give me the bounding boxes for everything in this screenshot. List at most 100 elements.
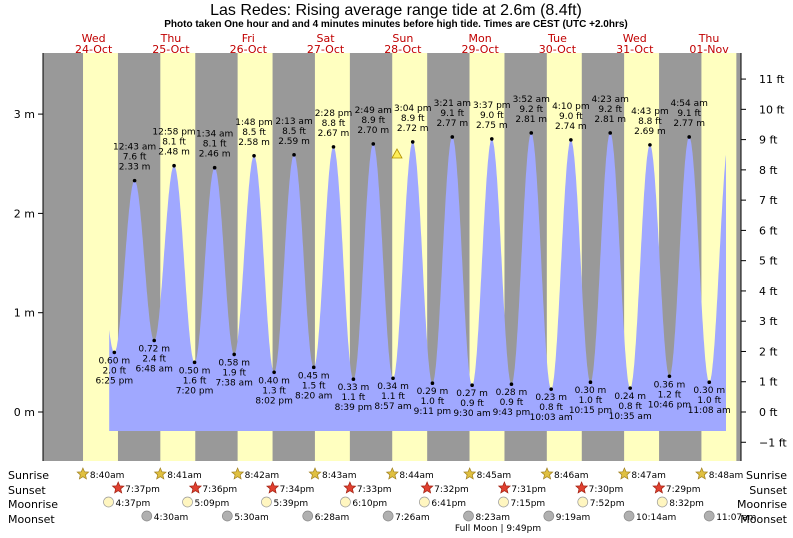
high-tide-point (212, 165, 217, 170)
low-tide-label: 0.29 m (417, 387, 449, 397)
moonrise-icon (182, 496, 193, 508)
sunrise-icon (540, 467, 554, 480)
moonset-icon (382, 510, 394, 522)
high-tide-label: 9.2 ft (519, 105, 543, 115)
sunrise-icon (308, 467, 322, 480)
high-tide-label: 8.1 ft (162, 138, 186, 148)
low-tide-label: 7:38 am (216, 378, 253, 388)
sunset-time: 7:31pm (511, 485, 546, 495)
sunset-icon (188, 481, 202, 494)
moonset-icon (302, 510, 314, 522)
low-tide-label: 7:20 pm (176, 386, 214, 396)
low-tide-label: 0.72 m (138, 345, 170, 355)
high-tide-label: 3:52 am (513, 95, 550, 105)
low-tide-label: 1.6 ft (183, 376, 207, 386)
sunrise-icon (153, 467, 167, 480)
low-tide-label: 0.30 m (693, 386, 725, 396)
low-tide-label: 9:30 am (453, 409, 490, 419)
y-tick-label-ft: 1 ft (759, 376, 778, 389)
y-tick-label-ft: 7 ft (759, 194, 778, 207)
low-tide-label: 0.36 m (654, 380, 686, 390)
photo-marker-icon (391, 148, 403, 159)
moonset-icon (703, 510, 715, 522)
y-tick-label-ft: 6 ft (759, 224, 778, 237)
moonset-time: 7:26am (395, 513, 430, 523)
sunrise-time: 8:45am (477, 471, 512, 481)
low-tide-label: 8:20 am (295, 391, 332, 401)
high-tide-label: 8.5 ft (282, 127, 306, 137)
high-tide-label: 2:49 am (355, 106, 392, 116)
high-tide-point (648, 143, 652, 147)
moonrise-time: 6:10pm (352, 499, 387, 509)
high-tide-label: 3:37 pm (473, 101, 511, 111)
low-tide-label: 0.58 m (218, 358, 250, 368)
high-tide-label: 2.74 m (555, 122, 587, 132)
high-tide-label: 8.1 ft (203, 140, 227, 150)
high-tide-label: 12:58 pm (152, 128, 195, 138)
sunset-icon (420, 481, 434, 494)
sunrise-time: 8:40am (90, 471, 125, 481)
date-label: 24-Oct (75, 43, 113, 56)
high-tide-point (529, 131, 534, 135)
chart-subtitle: Photo taken One hour and and 4 minutes m… (164, 19, 628, 30)
legend-sunrise-right: Sunrise (746, 469, 787, 482)
high-tide-label: 8.5 ft (242, 128, 266, 138)
low-tide-point (470, 383, 474, 387)
moonrise-icon (577, 496, 589, 508)
low-tide-label: 0.23 m (535, 393, 567, 403)
day-of-week-label: Tue (547, 32, 567, 45)
low-tide-point (588, 380, 593, 385)
low-tide-label: 0.24 m (614, 392, 646, 402)
sunrise-time: 8:47am (631, 471, 666, 481)
moonrise-icon (261, 496, 272, 508)
low-tide-label: 10:15 pm (569, 406, 612, 416)
date-label: 27-Oct (307, 43, 345, 56)
low-tide-label: 8:02 pm (255, 396, 293, 406)
sunrise-time: 8:46am (554, 471, 589, 481)
date-label: 26-Oct (230, 43, 268, 56)
high-tide-point (569, 138, 573, 142)
y-tick-label-ft: 8 ft (759, 164, 778, 177)
sunrise-icon (231, 467, 245, 480)
sun-moon-events: Sunrise Sunset Moonrise Moonset Sunrise … (8, 467, 788, 534)
high-tide-label: 2.75 m (476, 121, 508, 131)
date-label: 31-Oct (616, 43, 654, 56)
date-label: 29-Oct (462, 43, 500, 56)
day-of-week-label: Thu (698, 32, 720, 45)
sunset-time: 7:32pm (434, 485, 469, 495)
high-tide-label: 3:04 pm (394, 104, 432, 114)
high-tide-point (331, 145, 336, 149)
high-tide-label: 2:13 am (275, 117, 312, 127)
low-tide-label: 1.9 ft (222, 368, 246, 378)
high-tide-label: 2.59 m (278, 137, 310, 147)
moonset-time: 11:07am (716, 513, 756, 523)
low-tide-label: 0.50 m (179, 366, 211, 376)
high-tide-point (371, 142, 376, 146)
day-of-week-label: Wed (623, 32, 647, 45)
low-tide-point (351, 377, 356, 382)
moonrise-time: 8:32pm (669, 499, 704, 509)
low-tide-label: 0.8 ft (618, 402, 642, 412)
low-tide-point (272, 370, 276, 375)
moonrise-icon (498, 496, 509, 508)
high-tide-point (292, 153, 296, 157)
low-tide-point (628, 386, 632, 390)
low-tide-label: 10:46 pm (648, 400, 691, 410)
low-tide-point (430, 381, 435, 386)
low-tide-label: 1.2 ft (658, 390, 682, 400)
y-tick-label-ft: 5 ft (759, 255, 778, 268)
low-tide-label: 0.30 m (575, 386, 607, 396)
high-tide-label: 2.46 m (199, 150, 231, 160)
moonset-time: 10:14am (636, 513, 676, 523)
sunset-icon (652, 481, 666, 494)
low-tide-point (192, 360, 197, 365)
sunset-time: 7:33pm (357, 485, 392, 495)
sunrise-time: 8:48am (709, 471, 744, 481)
moonrise-time: 5:09pm (195, 499, 230, 509)
sunrise-icon (695, 467, 709, 480)
high-tide-label: 2.48 m (158, 148, 190, 158)
sunset-time: 7:36pm (202, 485, 237, 495)
legend-moonrise-left: Moonrise (8, 498, 58, 511)
high-tide-label: 9.1 ft (677, 109, 701, 119)
low-tide-label: 10:35 am (609, 412, 652, 422)
